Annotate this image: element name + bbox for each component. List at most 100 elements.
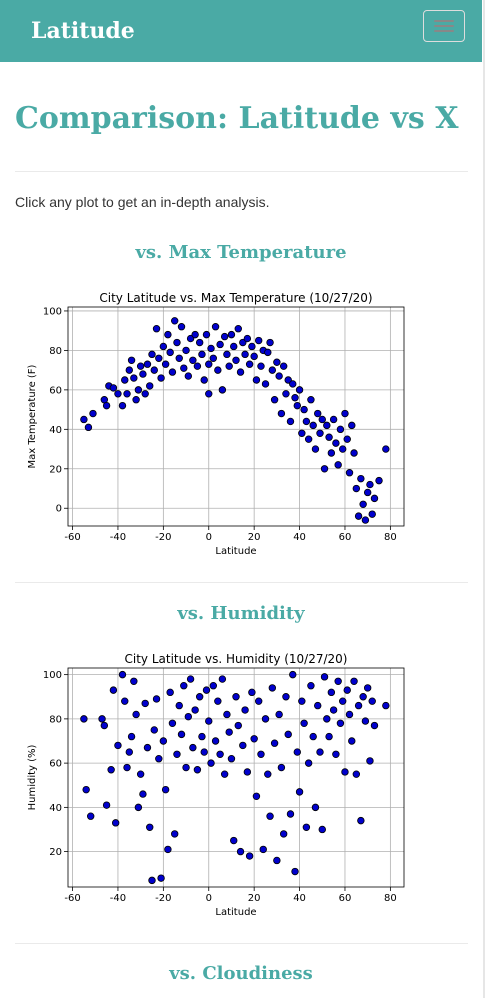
data-point	[252, 376, 261, 384]
data-point	[345, 469, 354, 477]
data-point	[277, 409, 286, 418]
x-tick-label: -40	[110, 893, 126, 904]
data-point	[320, 465, 329, 473]
temperature-chart-svg: City Latitude vs. Max Temperature (10/27…	[27, 291, 405, 557]
data-point	[207, 344, 215, 353]
data-point	[354, 701, 363, 710]
data-point	[345, 710, 354, 719]
data-point	[304, 759, 313, 767]
data-point	[127, 732, 136, 741]
data-point	[123, 390, 131, 398]
data-point	[82, 785, 90, 794]
plot-frame	[67, 306, 405, 527]
data-point	[223, 350, 231, 359]
data-point	[80, 415, 88, 424]
divider	[15, 171, 468, 172]
data-point	[121, 376, 129, 384]
x-tick-label: 40	[293, 893, 306, 904]
x-tick-label: 80	[384, 893, 397, 904]
data-point	[121, 697, 129, 705]
humidity-plot[interactable]: City Latitude vs. Humidity (10/27/20) -60…	[22, 648, 408, 924]
x-tick-label: 0	[206, 893, 212, 904]
chart-title: City Latitude vs. Humidity (10/27/20)	[124, 652, 347, 666]
hamburger-icon	[434, 25, 454, 27]
data-point	[111, 819, 120, 827]
data-point	[114, 390, 122, 398]
data-point	[261, 715, 270, 723]
x-tick-label: 20	[248, 532, 261, 543]
data-point	[289, 380, 297, 388]
data-point	[227, 330, 236, 339]
data-point	[352, 770, 361, 778]
data-point	[359, 500, 367, 508]
data-point	[191, 330, 199, 339]
data-point	[307, 396, 315, 404]
data-point	[148, 876, 156, 885]
data-point	[180, 364, 188, 372]
data-point	[202, 686, 211, 694]
data-point	[150, 366, 158, 374]
hamburger-icon	[434, 30, 454, 32]
x-tick-label: 80	[384, 532, 397, 543]
data-point	[293, 401, 301, 410]
data-point	[264, 348, 272, 357]
y-tick-label: 80	[49, 714, 62, 725]
data-point	[109, 686, 118, 694]
data-point	[261, 380, 270, 388]
data-point	[166, 348, 174, 357]
y-tick-label: 60	[49, 385, 62, 396]
data-point	[141, 390, 149, 398]
data-point	[343, 686, 351, 694]
data-point	[198, 732, 206, 741]
data-point	[130, 677, 138, 685]
data-point	[200, 376, 208, 384]
data-point	[255, 697, 263, 705]
data-point	[98, 715, 106, 723]
data-point	[339, 445, 347, 453]
data-point	[184, 712, 193, 721]
data-point	[209, 354, 217, 362]
data-point	[114, 741, 122, 750]
y-axis-label: Humidity (%)	[27, 744, 38, 810]
y-tick-label: 80	[49, 346, 62, 357]
data-point	[132, 396, 140, 404]
brand-link[interactable]: Latitude	[31, 18, 135, 44]
menu-toggle-button[interactable]	[423, 10, 465, 42]
data-point	[218, 386, 227, 394]
data-point	[270, 739, 279, 747]
data-point	[184, 372, 193, 380]
section-heading-cloudiness: vs. Cloudiness	[169, 963, 313, 984]
divider	[15, 582, 468, 583]
data-point	[159, 342, 168, 351]
temperature-plot[interactable]: City Latitude vs. Max Temperature (10/27…	[22, 287, 408, 563]
data-point	[230, 836, 238, 845]
data-point	[139, 370, 147, 378]
data-point	[295, 788, 304, 796]
section-heading-humidity: vs. Humidity	[177, 603, 305, 624]
data-point	[334, 677, 342, 685]
data-point	[241, 350, 249, 359]
data-point	[264, 770, 272, 778]
data-point	[143, 743, 152, 752]
data-point	[243, 768, 252, 776]
data-point	[316, 748, 324, 756]
data-point	[225, 362, 233, 370]
data-point	[275, 710, 283, 719]
data-point	[325, 732, 333, 741]
data-point	[211, 737, 220, 745]
data-point	[136, 362, 145, 370]
data-point	[370, 494, 379, 503]
data-point	[273, 856, 281, 865]
y-tick-label: 100	[43, 306, 62, 317]
data-point	[245, 852, 254, 860]
y-tick-label: 100	[43, 670, 62, 681]
data-point	[164, 845, 172, 854]
data-point	[107, 766, 115, 774]
data-point	[236, 368, 245, 376]
navbar: Latitude	[0, 0, 482, 62]
intro-text: Click any plot to get an in-depth analys…	[15, 194, 270, 210]
data-point	[361, 717, 370, 725]
data-point	[189, 743, 197, 752]
data-point	[309, 421, 317, 430]
data-point	[252, 792, 261, 801]
